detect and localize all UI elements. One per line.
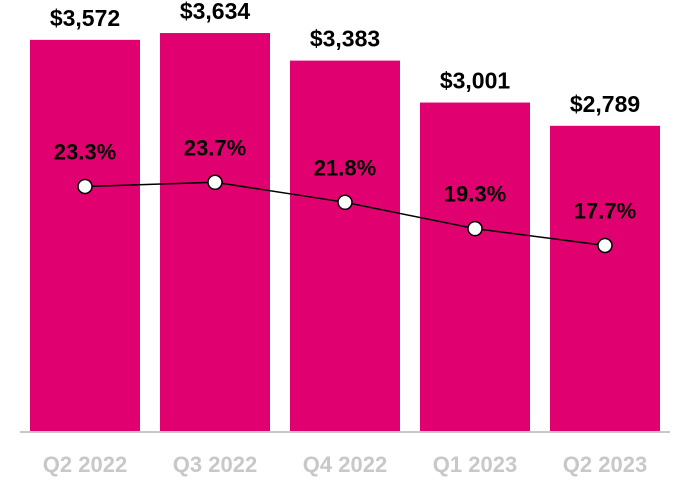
bar-q2-2023 bbox=[550, 125, 660, 433]
percentage-label: 23.3% bbox=[54, 139, 116, 164]
bar-q2-2022 bbox=[30, 39, 140, 432]
bar-value-label: $2,789 bbox=[570, 91, 640, 117]
bar-value-label: $3,383 bbox=[310, 26, 380, 52]
bar-q3-2022 bbox=[160, 33, 270, 432]
percentage-label: 17.7% bbox=[574, 199, 636, 224]
x-tick-label: Q2 2023 bbox=[563, 452, 647, 477]
percentage-point bbox=[207, 174, 223, 191]
ticks-layer: Q2 2022 Q3 2022 Q4 2022 Q1 2023 Q2 2023 bbox=[43, 452, 647, 477]
x-tick-label: Q2 2022 bbox=[43, 452, 127, 477]
x-tick-label: Q1 2023 bbox=[433, 452, 517, 477]
bar-value-label: $3,001 bbox=[440, 68, 511, 94]
percentage-point bbox=[597, 237, 613, 254]
bar-q4-2022 bbox=[290, 60, 400, 432]
percentage-point bbox=[467, 220, 483, 237]
percentage-label: 19.3% bbox=[444, 182, 506, 207]
value-labels-layer: $3,572 $3,634 $3,383 $3,001 $2,789 bbox=[50, 0, 640, 117]
bars-layer bbox=[30, 33, 660, 433]
x-tick-label: Q3 2022 bbox=[173, 452, 257, 477]
line-layer: 23.3% 23.7% 21.8% 19.3% 17.7% bbox=[54, 135, 636, 254]
percentage-point bbox=[77, 178, 93, 195]
percentage-label: 21.8% bbox=[314, 155, 376, 180]
bar-value-label: $3,572 bbox=[50, 5, 120, 31]
percentage-point bbox=[337, 194, 353, 211]
percentage-label: 23.7% bbox=[184, 135, 246, 160]
bar-value-label: $3,634 bbox=[180, 0, 251, 24]
x-tick-label: Q4 2022 bbox=[303, 452, 387, 477]
bar-q1-2023 bbox=[420, 102, 530, 433]
